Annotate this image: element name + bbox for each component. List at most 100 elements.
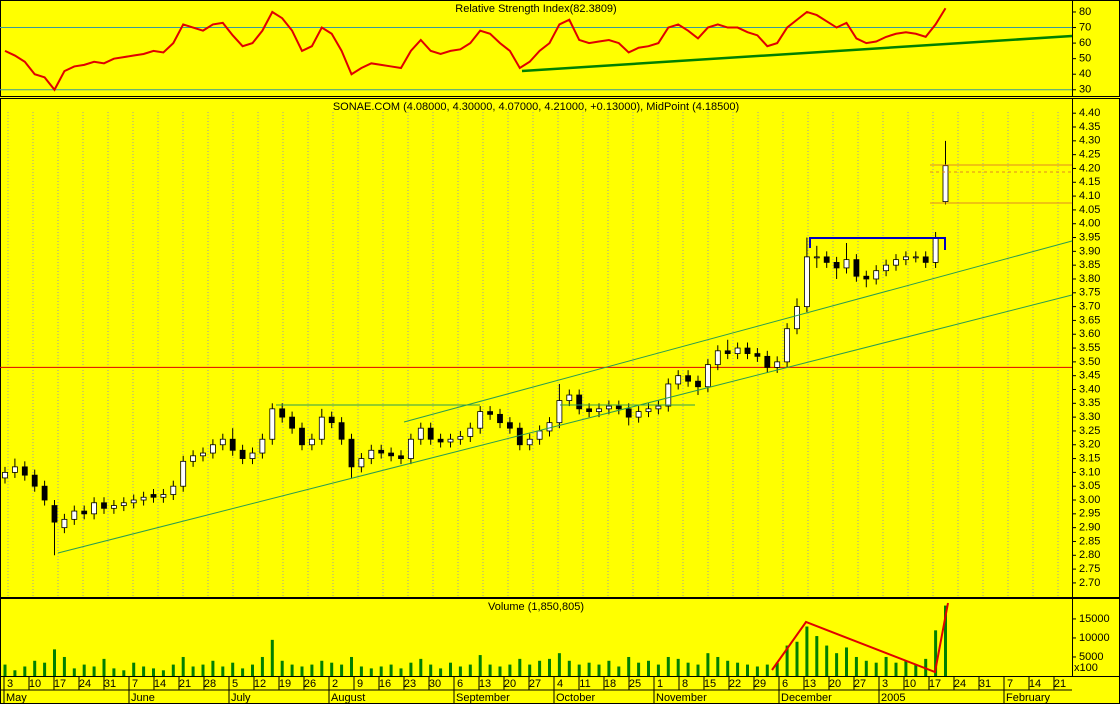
x-tick-label: 9 [357,678,363,690]
candle-body [101,502,107,509]
candle-body [784,328,790,363]
y-tick-label: 3.00 [1079,494,1100,506]
x-tick-label: 20 [829,678,841,690]
volume-bar [696,664,700,676]
volume-bar [379,666,383,676]
candle-body [91,502,97,515]
volume-bar [528,664,532,676]
candle-body [685,375,691,382]
candle-body [596,408,602,413]
volume-bar [112,668,116,676]
candle-body [209,444,216,454]
y-tick-label: 4.10 [1079,190,1100,202]
x-tick-label: 26 [304,678,316,690]
volume-bar [270,639,274,676]
candle-body [279,408,286,418]
candle-body [41,485,48,501]
candle-body [655,405,662,410]
panel-title: Volume (1,850,805) [488,601,584,613]
y-tick-label: 3.05 [1079,480,1100,492]
candle-body [388,452,395,457]
x-tick-label: 24 [79,678,91,690]
volume-bar [211,660,215,676]
unit-label: x100 [1074,662,1098,674]
volume-bar [835,653,839,676]
y-tick-label: 15000 [1079,613,1110,625]
candle-body [883,264,889,272]
y-tick-label: 5000 [1079,651,1103,663]
panel [0,98,1073,598]
volume-bar [191,666,195,676]
candle-body [675,375,682,385]
volume-bar [647,660,650,676]
month-label: October [556,692,595,704]
month-label: December [781,692,832,704]
candle-body [823,256,830,263]
volume-bar [815,636,819,676]
volume-bar [716,656,720,676]
volume-bar [231,662,235,676]
candle-body [813,256,820,259]
candle-body [625,408,632,418]
x-tick-label: 28 [204,678,216,690]
candle-body [259,438,266,454]
candle-body [536,430,543,440]
candle-body [170,485,177,495]
candle-body [516,427,523,446]
volume-bar [755,666,759,676]
volume-bar [518,658,522,676]
candle-body [606,405,612,410]
y-tick-label: 60 [1079,37,1091,49]
candle-body [150,494,157,498]
y-tick-label: 4.25 [1079,149,1100,161]
x-tick-label: 19 [279,678,291,690]
volume-bar [785,645,789,676]
candle-body [774,361,781,368]
candle-body [714,350,721,366]
volume-bar [359,666,363,676]
panel-title: SONAE.COM (4.08000, 4.30000, 4.07000, 4.… [333,101,739,113]
volume-bar [548,658,551,676]
x-tick-label: 27 [854,678,866,690]
trendline [57,294,1073,554]
volume-bar [389,664,393,676]
y-tick-label: 3.15 [1079,452,1100,464]
candle-body [2,471,8,479]
volume-bar [409,662,413,676]
candle-body [200,452,206,457]
y-tick-label: 3.50 [1079,356,1100,368]
candle-body [705,364,711,388]
candle-body [724,350,731,354]
candle-body [665,383,672,407]
y-tick-label: 3.30 [1079,411,1100,423]
candle-body [190,455,197,462]
x-tick-label: 31 [979,678,991,690]
resistance-line [809,237,946,250]
volume-bar [142,666,146,676]
candle-body [427,427,434,440]
candle-body [586,408,592,413]
y-tick-label: 3.65 [1079,314,1100,326]
x-tick-label: 18 [604,678,616,690]
volume-trendline [771,602,949,674]
trendline [403,240,1073,423]
month-label: June [131,692,155,704]
candle-body [744,347,751,354]
candle-body [289,416,296,429]
candle-body [81,510,88,515]
volume-bar [280,660,284,676]
candle-body [111,505,117,509]
volume-bar [468,664,472,676]
candle-body [566,394,573,401]
x-tick-label: 30 [429,678,441,690]
volume-bar [825,645,829,676]
candle-body [615,405,622,410]
x-tick-label: 3 [882,678,888,690]
volume-bar [429,664,433,676]
candle-body [457,436,464,440]
x-tick-label: 20 [504,678,516,690]
x-tick-label: 22 [729,678,741,690]
candle-body [863,275,870,280]
candle-body [398,455,404,459]
